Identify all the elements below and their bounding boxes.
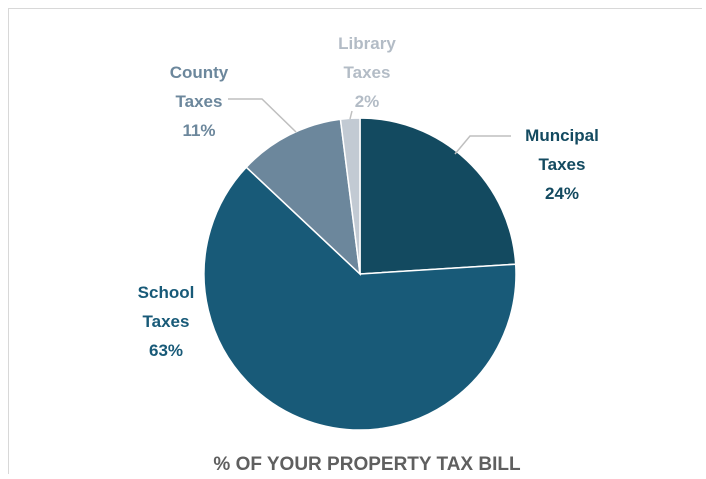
chart-title: % OF YOUR PROPERTY TAX BILL xyxy=(213,454,521,475)
data-label-muncipal-taxes: Muncipal Taxes 24% xyxy=(525,126,599,203)
leader-line-muncipal-taxes xyxy=(454,135,511,155)
leader-line-county-taxes xyxy=(228,98,297,133)
data-label-value: 2% xyxy=(355,92,380,111)
data-label-county-taxes: County Taxes 11% xyxy=(170,63,229,140)
data-label-value: 63% xyxy=(149,341,183,360)
data-label-category-line: Taxes xyxy=(143,312,190,331)
leader-line-library-taxes xyxy=(349,110,353,120)
data-label-category-line: Taxes xyxy=(344,63,391,82)
data-label-category-line: Library xyxy=(338,34,396,53)
data-label-category-line: Muncipal xyxy=(525,126,599,145)
data-label-library-taxes: Library Taxes 2% xyxy=(338,34,396,111)
data-label-category-line: County xyxy=(170,63,229,82)
data-label-category-line: School xyxy=(138,283,195,302)
pie-slice-county-taxes xyxy=(245,118,362,276)
data-label-value: 11% xyxy=(182,121,215,140)
data-label-category-line: Taxes xyxy=(539,155,586,174)
leader-lines-layer xyxy=(228,98,511,155)
data-label-category-line: Taxes xyxy=(176,92,223,111)
slices-layer xyxy=(203,117,517,431)
data-label-value: 24% xyxy=(545,184,579,203)
pie-slice-muncipal-taxes xyxy=(359,117,517,275)
data-labels-layer: Muncipal Taxes 24% School Taxes 63% County Taxe… xyxy=(138,34,599,360)
data-label-school-taxes: School Taxes 63% xyxy=(138,283,195,360)
pie-slice-school-taxes xyxy=(203,166,517,431)
